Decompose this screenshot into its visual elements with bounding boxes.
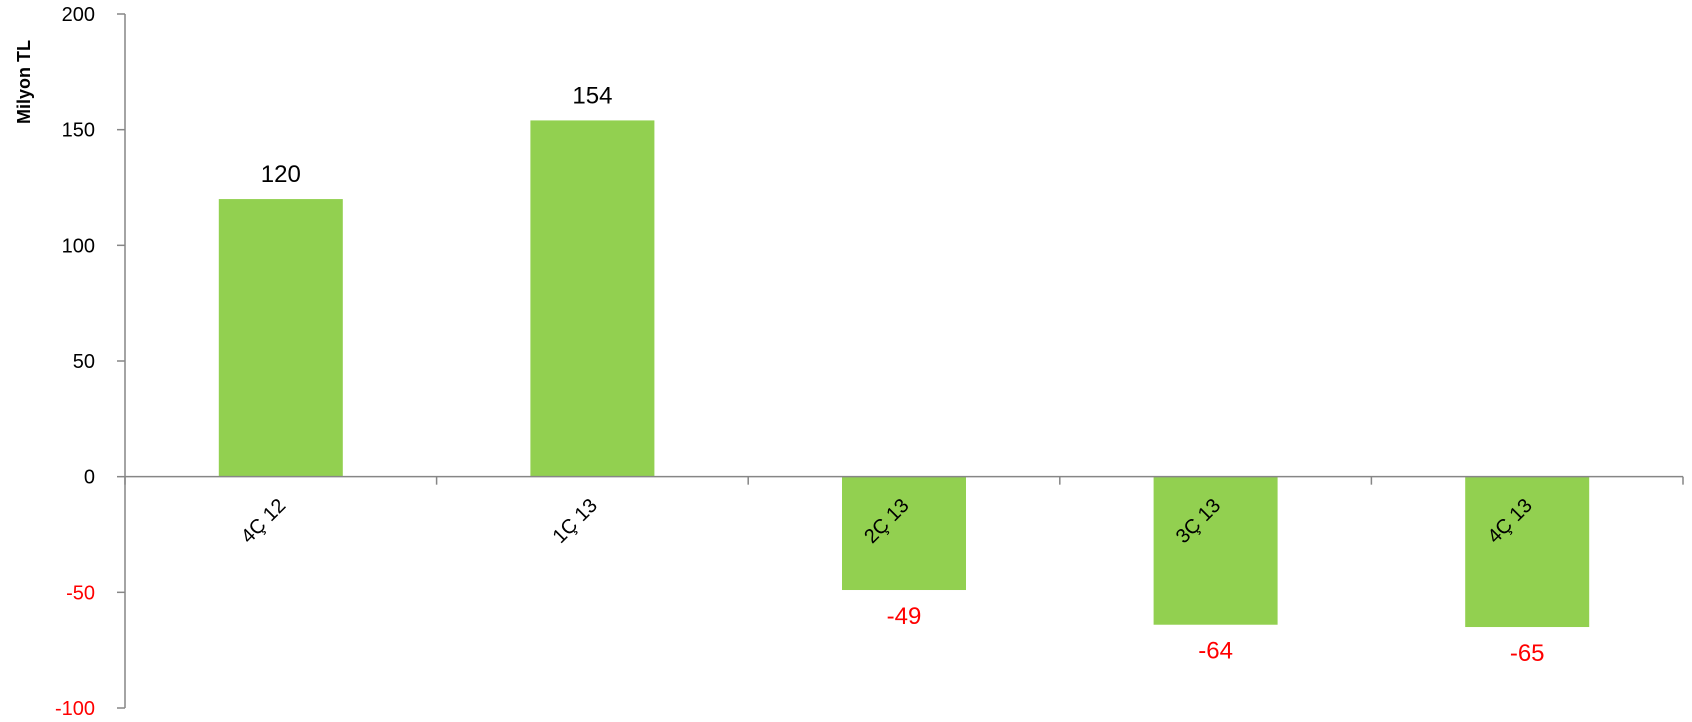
data-label-2: -49: [887, 603, 922, 630]
y-tick-label-5: -50: [66, 582, 95, 604]
x-category-label-1: 1Ç 13: [549, 495, 602, 548]
data-label-0: 120: [261, 161, 301, 188]
y-tick-label-6: -100: [55, 698, 95, 720]
data-label-3: -64: [1198, 638, 1233, 665]
bar-4: [1465, 476, 1590, 628]
data-label-1: 154: [572, 82, 612, 109]
y-tick-label-4: 0: [84, 467, 95, 489]
bar-1: [530, 120, 655, 477]
bar-3: [1153, 476, 1278, 625]
x-category-label-0: 4Ç 12: [237, 495, 290, 548]
bar-2: [842, 476, 966, 591]
y-tick-label-3: 50: [73, 351, 95, 373]
y-tick-label-1: 150: [62, 120, 95, 142]
data-label-4: -65: [1510, 640, 1545, 667]
y-axis-title: Milyon TL: [14, 40, 34, 124]
y-tick-label-0: 200: [62, 4, 95, 26]
y-tick-label-2: 100: [62, 235, 95, 257]
bar-0: [218, 199, 343, 477]
